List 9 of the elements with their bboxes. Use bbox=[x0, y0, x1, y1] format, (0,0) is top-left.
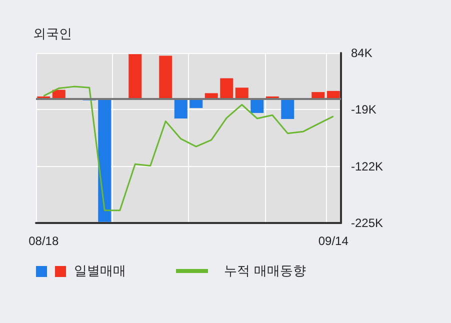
x-tick-label: 08/18 bbox=[28, 234, 59, 248]
x-tick-label: 09/14 bbox=[318, 234, 349, 248]
y-tick-label: 84K bbox=[351, 46, 372, 60]
y-tick-label: -122K bbox=[351, 159, 384, 174]
y-tick-label: -19K bbox=[351, 102, 376, 117]
chart-title: 외국인 bbox=[33, 26, 72, 41]
legend-label: 누적 매매동향 bbox=[224, 263, 306, 280]
legend-label: 일별매매 bbox=[74, 263, 126, 280]
y-tick-label: -225K bbox=[351, 216, 384, 230]
